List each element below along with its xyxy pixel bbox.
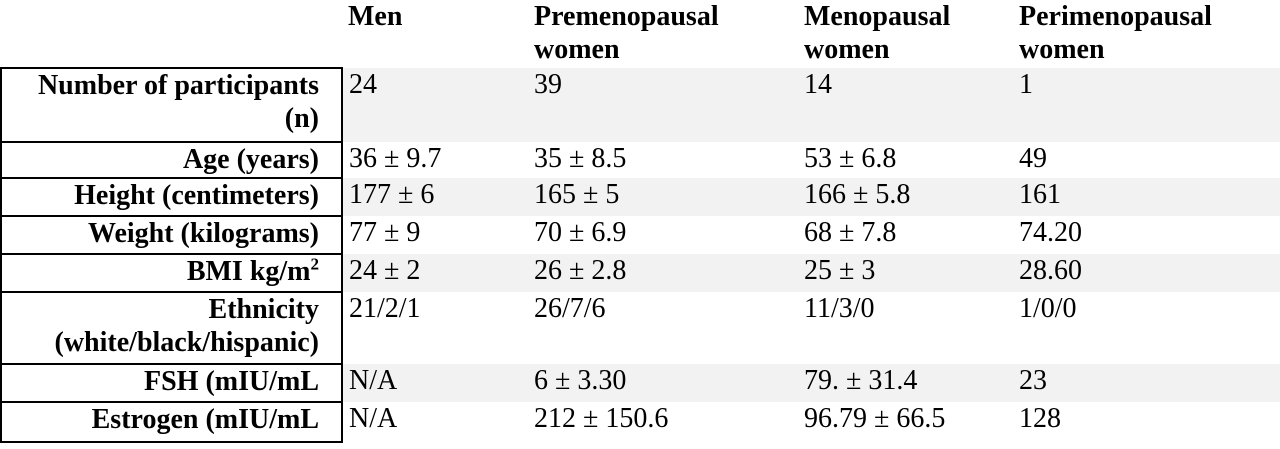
cell-bmi-premenopausal: 26 ± 2.8	[528, 254, 798, 292]
cell-age-premenopausal: 35 ± 8.5	[528, 142, 798, 178]
cell-fsh-perimenopausal: 23	[1013, 364, 1280, 402]
cell-estrogen-perimenopausal: 128	[1013, 402, 1280, 442]
cell-height-menopausal: 166 ± 5.8	[798, 178, 1013, 216]
table-row-estrogen: Estrogen (mIU/mL N/A 212 ± 150.6 96.79 ±…	[0, 401, 1280, 443]
cell-participants-perimenopausal: 1	[1013, 68, 1280, 142]
cell-ethnicity-premenopausal: 26/7/6	[528, 292, 798, 364]
table-row-height: Height (centimeters) 177 ± 6 165 ± 5 166…	[0, 177, 1280, 217]
cell-height-premenopausal: 165 ± 5	[528, 178, 798, 216]
cell-participants-menopausal: 14	[798, 68, 1013, 142]
cell-participants-men: 24	[342, 68, 528, 142]
table-row-age: Age (years) 36 ± 9.7 35 ± 8.5 53 ± 6.8 4…	[0, 141, 1280, 179]
cell-bmi-men: 24 ± 2	[342, 254, 528, 292]
cell-height-perimenopausal: 161	[1013, 178, 1280, 216]
row-label-estrogen: Estrogen (mIU/mL	[0, 401, 343, 443]
cell-weight-men: 77 ± 9	[342, 216, 528, 254]
column-header-menopausal: Menopausal women	[804, 1, 951, 65]
cell-fsh-men: N/A	[342, 364, 528, 402]
header-corner-cell	[1, 0, 342, 68]
cell-age-perimenopausal: 49	[1013, 142, 1280, 178]
row-label-bmi: BMI kg/m2	[0, 253, 343, 293]
cell-fsh-menopausal: 79. ± 31.4	[798, 364, 1013, 402]
header-row: Men Premenopausal women Menopausal women…	[1, 0, 1280, 68]
cell-ethnicity-menopausal: 11/3/0	[798, 292, 1013, 364]
table-row-fsh: FSH (mIU/mL N/A 6 ± 3.30 79. ± 31.4 23	[0, 363, 1280, 403]
row-label-bmi-superscript: 2	[310, 254, 320, 274]
cell-estrogen-men: N/A	[342, 402, 528, 442]
cell-ethnicity-men: 21/2/1	[342, 292, 528, 364]
cell-height-men: 177 ± 6	[342, 178, 528, 216]
column-header-perimenopausal: Perimenopausal women	[1019, 1, 1212, 65]
cell-estrogen-premenopausal: 212 ± 150.6	[528, 402, 798, 442]
cell-weight-menopausal: 68 ± 7.8	[798, 216, 1013, 254]
table-row-participants: Number of participants (n) 24 39 14 1	[0, 67, 1280, 143]
cell-participants-premenopausal: 39	[528, 68, 798, 142]
cell-age-menopausal: 53 ± 6.8	[798, 142, 1013, 178]
row-label-participants: Number of participants (n)	[0, 67, 343, 143]
row-label-bmi-text: BMI kg/m	[186, 256, 311, 287]
row-label-age: Age (years)	[0, 141, 343, 179]
table-body: Number of participants (n) 24 39 14 1 Ag…	[0, 67, 1280, 443]
cell-fsh-premenopausal: 6 ± 3.30	[528, 364, 798, 402]
table-header: Men Premenopausal women Menopausal women…	[1, 0, 1280, 68]
cell-estrogen-menopausal: 96.79 ± 66.5	[798, 402, 1013, 442]
cell-bmi-menopausal: 25 ± 3	[798, 254, 1013, 292]
cell-ethnicity-perimenopausal: 1/0/0	[1013, 292, 1280, 364]
table-row-bmi: BMI kg/m2 24 ± 2 26 ± 2.8 25 ± 3 28.60	[0, 253, 1280, 293]
table-row-ethnicity: Ethnicity (white/black/hispanic) 21/2/1 …	[0, 291, 1280, 365]
column-header-premenopausal: Premenopausal women	[534, 1, 719, 65]
row-label-fsh: FSH (mIU/mL	[0, 363, 343, 403]
row-label-ethnicity: Ethnicity (white/black/hispanic)	[0, 291, 343, 365]
row-label-weight: Weight (kilograms)	[0, 215, 343, 255]
cell-weight-perimenopausal: 74.20	[1013, 216, 1280, 254]
table-row-weight: Weight (kilograms) 77 ± 9 70 ± 6.9 68 ± …	[0, 215, 1280, 255]
cell-age-men: 36 ± 9.7	[342, 142, 528, 178]
cell-bmi-perimenopausal: 28.60	[1013, 254, 1280, 292]
cell-weight-premenopausal: 70 ± 6.9	[528, 216, 798, 254]
column-header-men: Men	[348, 1, 403, 32]
row-label-height: Height (centimeters)	[0, 177, 343, 217]
